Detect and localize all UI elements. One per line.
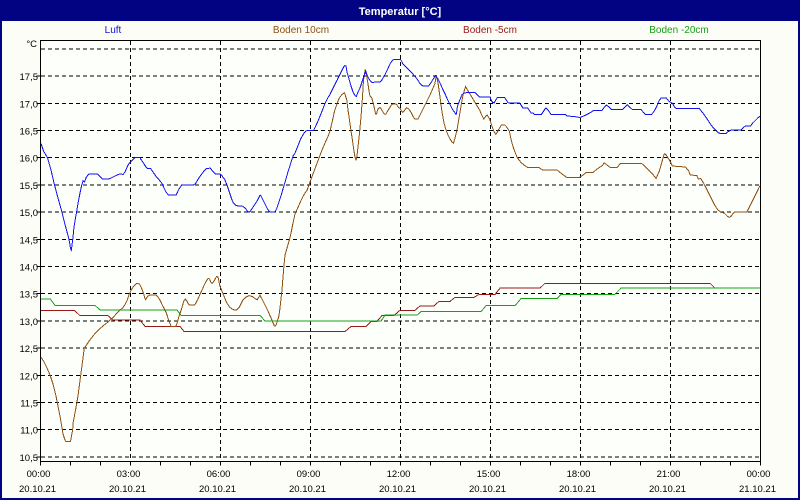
svg-text:17,0: 17,0 (20, 99, 39, 110)
svg-text:°C: °C (26, 39, 37, 50)
svg-text:20.10.21: 20.10.21 (199, 484, 236, 495)
svg-text:18:00: 18:00 (567, 469, 591, 480)
svg-text:11,5: 11,5 (20, 399, 38, 410)
svg-text:15,5: 15,5 (20, 181, 39, 192)
svg-text:20.10.21: 20.10.21 (109, 484, 146, 495)
svg-text:21.10.21: 21.10.21 (739, 484, 776, 495)
svg-text:16,5: 16,5 (20, 127, 39, 138)
svg-text:13,5: 13,5 (20, 290, 39, 301)
svg-text:Luft: Luft (105, 25, 122, 36)
svg-text:13,0: 13,0 (20, 317, 39, 328)
svg-text:00:00: 00:00 (747, 469, 771, 480)
svg-text:20.10.21: 20.10.21 (379, 484, 416, 495)
svg-text:Boden -5cm: Boden -5cm (463, 25, 517, 36)
svg-text:20.10.21: 20.10.21 (649, 484, 686, 495)
svg-text:16,0: 16,0 (20, 154, 39, 165)
svg-text:12:00: 12:00 (387, 469, 411, 480)
svg-text:20.10.21: 20.10.21 (289, 484, 326, 495)
svg-text:11,0: 11,0 (20, 426, 38, 437)
svg-text:20.10.21: 20.10.21 (19, 484, 56, 495)
svg-text:12,0: 12,0 (20, 371, 39, 382)
svg-text:17,5: 17,5 (20, 72, 39, 83)
svg-text:12,5: 12,5 (20, 344, 39, 355)
svg-text:06:00: 06:00 (207, 469, 231, 480)
svg-text:10,5: 10,5 (20, 453, 39, 464)
svg-text:14,0: 14,0 (20, 263, 39, 274)
svg-text:03:00: 03:00 (117, 469, 141, 480)
svg-text:14,5: 14,5 (20, 235, 39, 246)
svg-text:00:00: 00:00 (27, 469, 51, 480)
svg-text:15,0: 15,0 (20, 208, 39, 219)
svg-text:15:00: 15:00 (477, 469, 501, 480)
svg-text:20.10.21: 20.10.21 (469, 484, 506, 495)
svg-text:Boden -20cm: Boden -20cm (649, 25, 708, 36)
svg-text:09:00: 09:00 (297, 469, 321, 480)
svg-text:20.10.21: 20.10.21 (559, 484, 596, 495)
svg-text:Boden 10cm: Boden 10cm (273, 25, 329, 36)
svg-text:21:00: 21:00 (657, 469, 681, 480)
svg-text:Temperatur [°C]: Temperatur [°C] (359, 6, 442, 18)
